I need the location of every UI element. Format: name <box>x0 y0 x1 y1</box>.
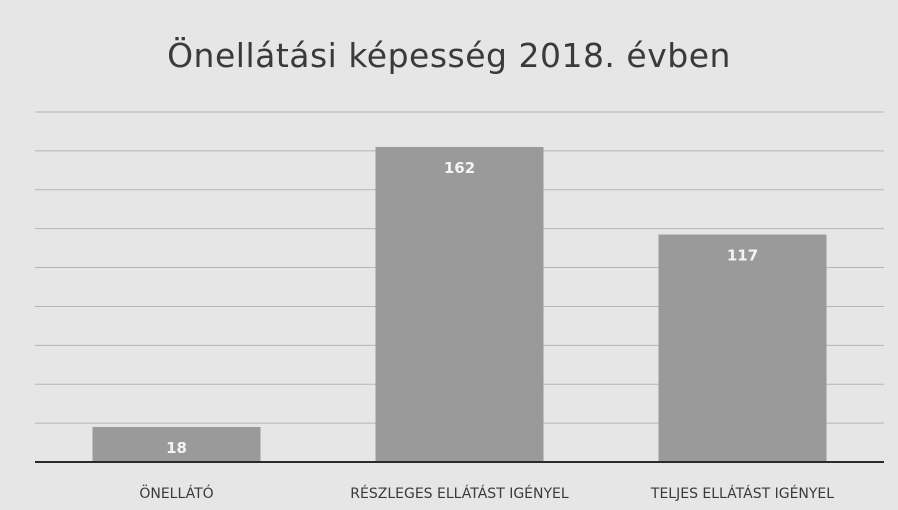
data-label-0: 18 <box>166 439 187 457</box>
bar-2 <box>658 234 827 462</box>
data-label-2: 117 <box>727 247 758 265</box>
category-label-1: RÉSZLEGES ELLÁTÁST IGÉNYEL <box>350 485 569 502</box>
category-labels: ÖNELLÁTÓ RÉSZLEGES ELLÁTÁST IGÉNYEL TELJES… <box>139 484 834 502</box>
bar-0 <box>92 427 261 462</box>
chart-title: Önellátási képesség 2018. évben <box>167 36 731 75</box>
data-labels: 18 162 117 <box>166 159 758 457</box>
category-label-0: ÖNELLÁTÓ <box>139 484 213 502</box>
category-label-2: TELJES ELLÁTÁST IGÉNYEL <box>650 485 834 502</box>
data-label-1: 162 <box>444 159 475 177</box>
bar-1 <box>375 147 544 462</box>
bars <box>92 147 827 462</box>
